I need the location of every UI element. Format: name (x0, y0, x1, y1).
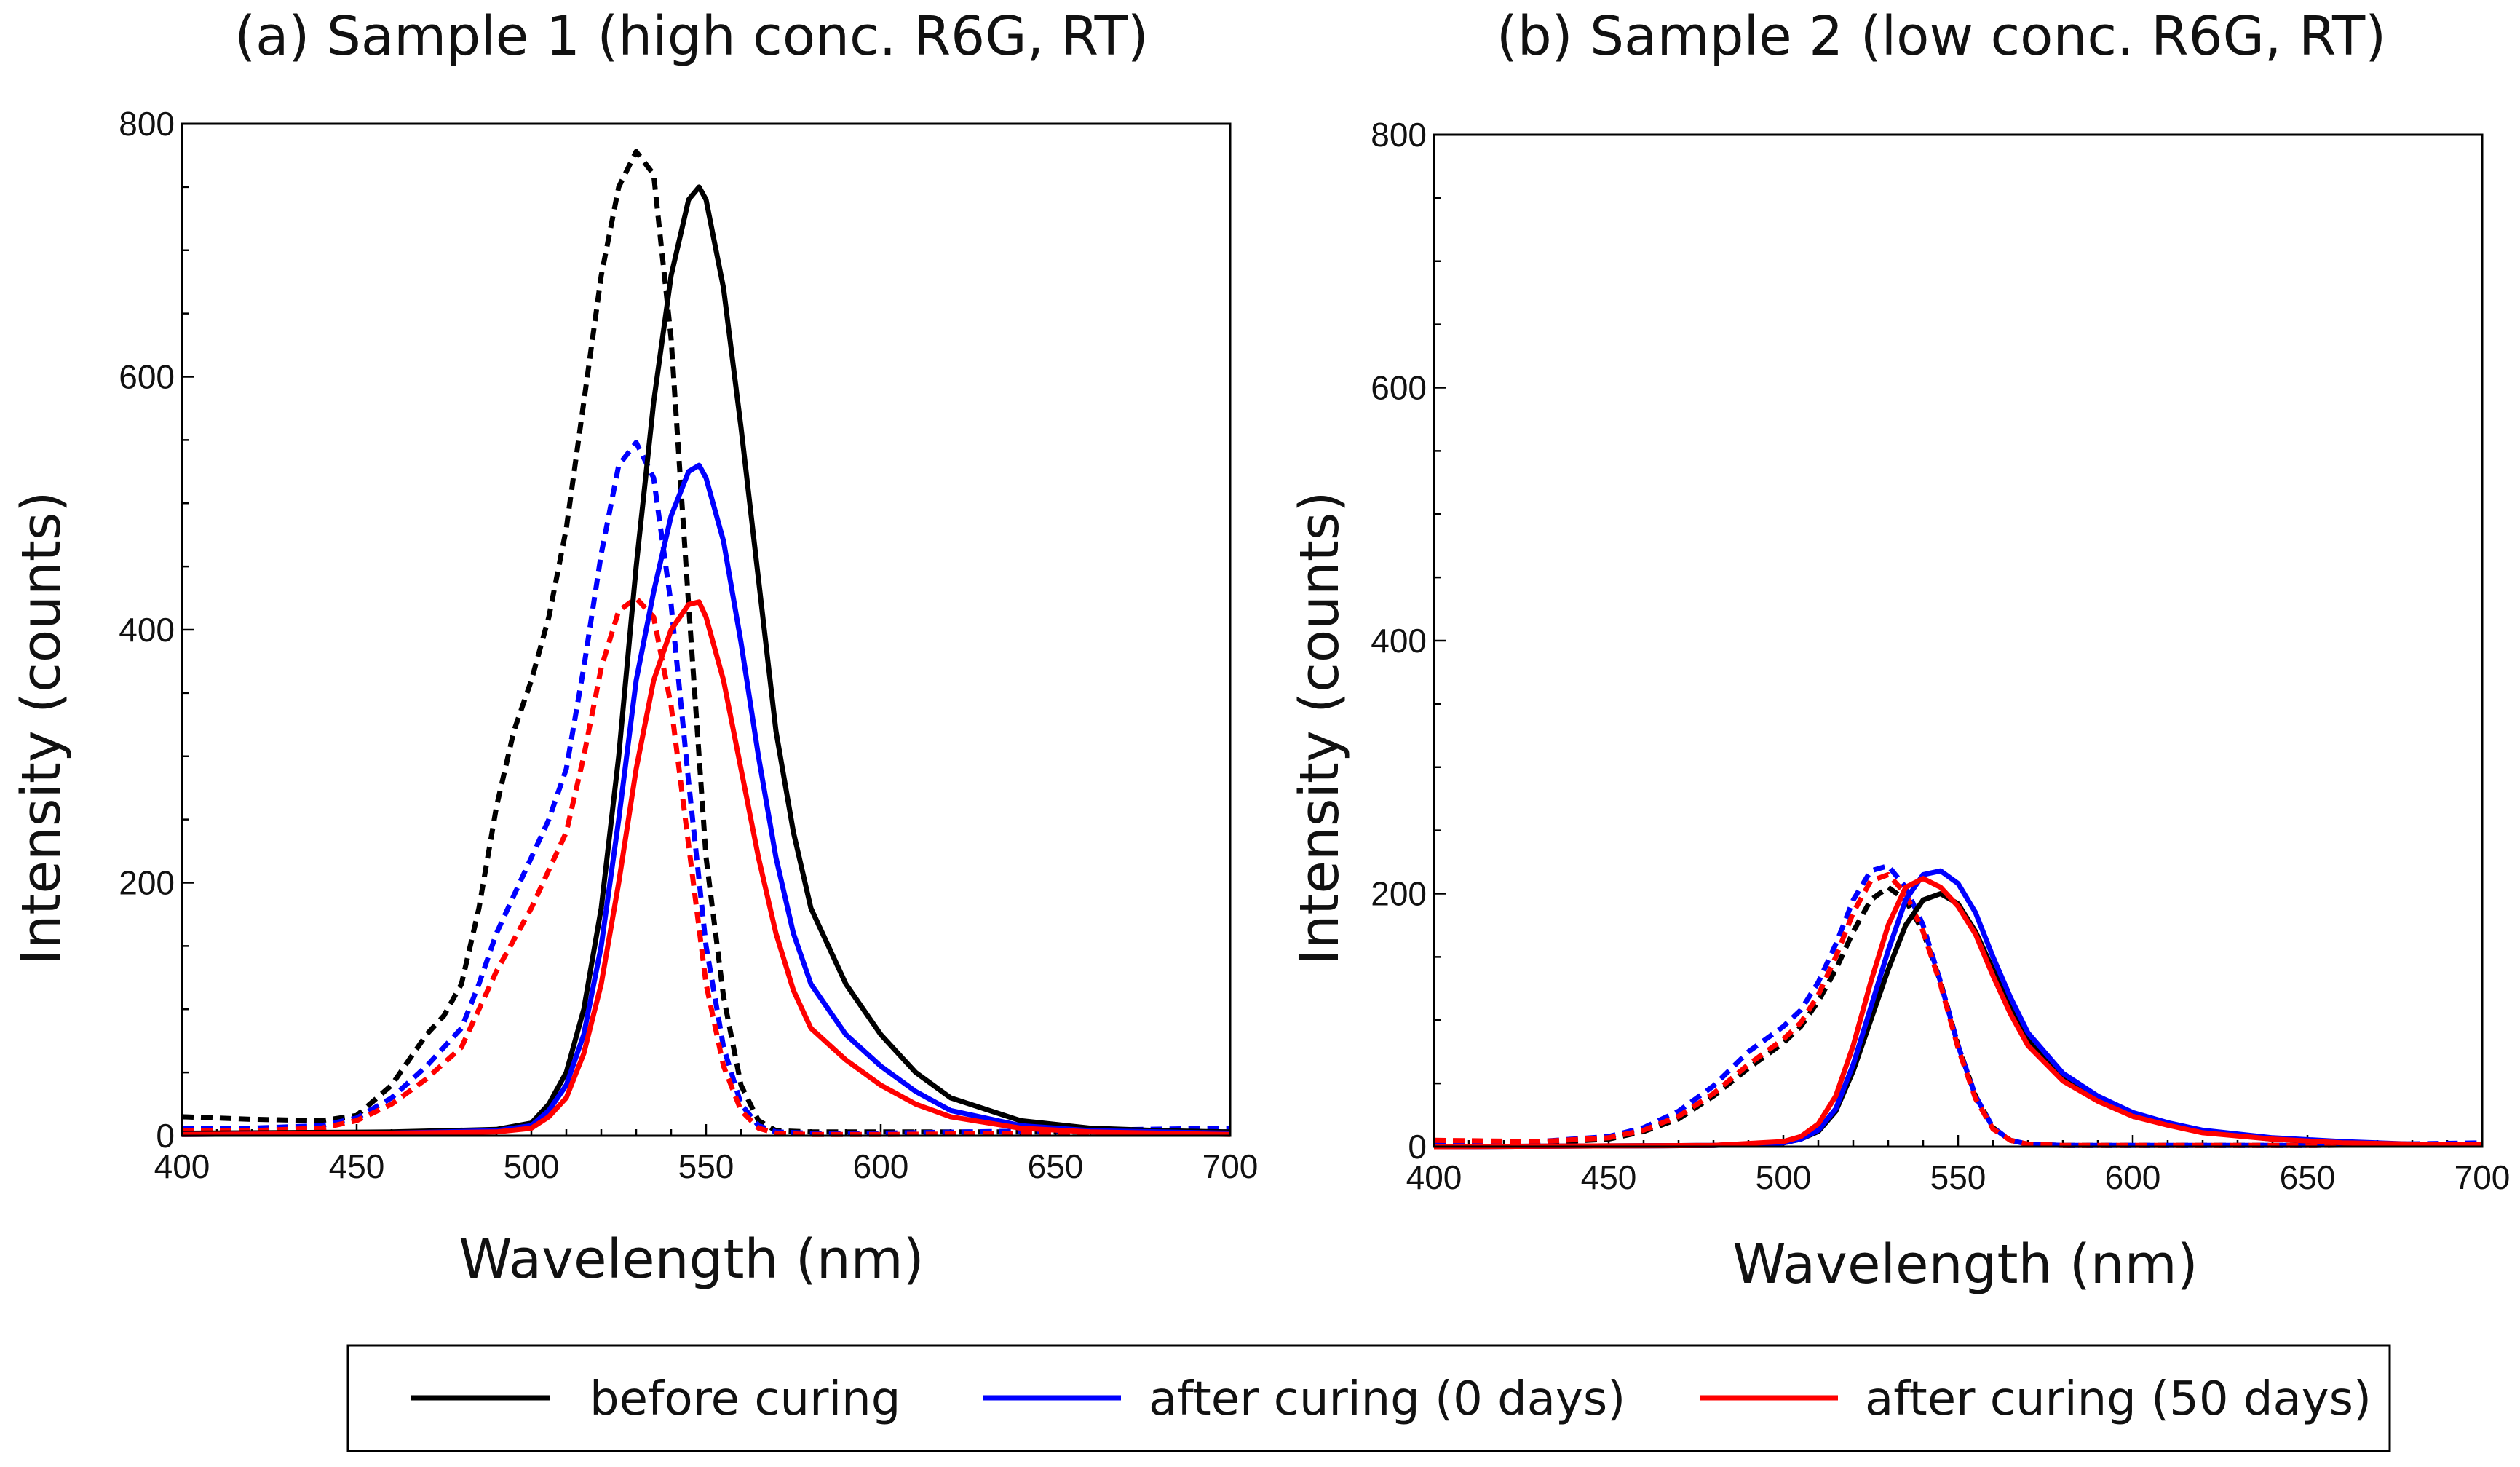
panel-b-title: (b) Sample 2 (low conc. R6G, RT) (1497, 5, 2386, 68)
panel-a-xtick-label: 500 (504, 1147, 560, 1185)
panel-b-plot-frame (1433, 133, 2484, 1148)
panel-a: (a) Sample 1 (high conc. R6G, RT) Wavele… (10, 5, 1258, 1291)
panel-b-ytick-label: 200 (1371, 875, 1427, 913)
panel-b-ytick-label: 400 (1371, 622, 1427, 660)
panel-a-series-5-solid-line (181, 599, 1231, 1137)
panel-a-series-1-dashed-line (182, 440, 1231, 1136)
legend-label-after-curing-0-days: after curing (0 days) (1149, 1372, 1625, 1426)
panel-a-xtick-label: 650 (1028, 1147, 1084, 1185)
panel-a-ticks: 400 450 500 550 600 650 700 0 200 400 600 800 (119, 105, 1258, 1185)
panel-b-xtick-label: 550 (1930, 1158, 1986, 1196)
panel-b-series-0-dashed-line (1434, 885, 2483, 1148)
panel-a-xlabel: Wavelength (nm) (459, 1228, 924, 1291)
panel-b-ytick-label: 800 (1371, 116, 1427, 154)
panel-b-ytick-label: 600 (1371, 369, 1427, 407)
panel-a-ylabel: Intensity (counts) (10, 491, 73, 965)
panel-b: (b) Sample 2 (low conc. R6G, RT) Wavelen… (1288, 5, 2510, 1296)
panel-b-xtick-label: 650 (2280, 1158, 2336, 1196)
panel-a-series (181, 149, 1231, 1137)
legend: before curing after curing (0 days) afte… (346, 1344, 2391, 1452)
panel-a-title: (a) Sample 1 (high conc. R6G, RT) (234, 5, 1149, 68)
panel-a-ytick-label: 200 (119, 864, 175, 902)
panel-a-series-4-solid-line (181, 462, 1231, 1137)
legend-box (346, 1344, 2391, 1452)
panel-b-xtick-label: 500 (1756, 1158, 1812, 1196)
panel-a-ytick-label: 600 (119, 358, 175, 396)
panel-b-series (1433, 863, 2483, 1150)
panel-a-series-2-dashed-line (182, 596, 1231, 1137)
panel-a-ytick-label: 0 (156, 1117, 175, 1155)
panel-b-ylabel: Intensity (counts) (1288, 491, 1351, 965)
panel-b-ytick-label: 0 (1408, 1128, 1427, 1166)
panel-a-plot-frame (181, 122, 1232, 1137)
panel-b-xtick-label: 400 (1406, 1158, 1462, 1196)
panel-b-xtick-label: 700 (2454, 1158, 2511, 1196)
panel-b-xtick-label: 600 (2105, 1158, 2161, 1196)
panel-b-xtick-label: 450 (1581, 1158, 1637, 1196)
panel-a-xtick-label: 450 (329, 1147, 385, 1185)
panel-b-series-5-solid-line (1433, 876, 2482, 1150)
panel-a-xtick-label: 550 (678, 1147, 734, 1185)
panel-b-series-2-dashed-line (1433, 871, 2483, 1148)
panel-b-series-4-solid-line (1433, 868, 2482, 1150)
panel-a-ytick-label: 400 (119, 611, 175, 649)
panel-b-xlabel: Wavelength (nm) (1732, 1233, 2198, 1296)
panel-a-xtick-label: 700 (1202, 1147, 1259, 1185)
panel-b-series-3-solid-line (1433, 891, 2482, 1150)
panel-a-ytick-label: 800 (119, 105, 175, 143)
panel-a-series-0-dashed-line (181, 149, 1230, 1135)
panel-a-xtick-label: 400 (154, 1147, 210, 1185)
legend-label-before-curing: before curing (590, 1372, 900, 1426)
panel-a-series-3-solid-line (181, 184, 1231, 1136)
panel-a-xtick-label: 600 (853, 1147, 909, 1185)
panel-b-ticks: 400 450 500 550 600 650 700 0 200 400 600 800 (1371, 116, 2510, 1196)
legend-label-after-curing-50-days: after curing (50 days) (1865, 1372, 2372, 1426)
